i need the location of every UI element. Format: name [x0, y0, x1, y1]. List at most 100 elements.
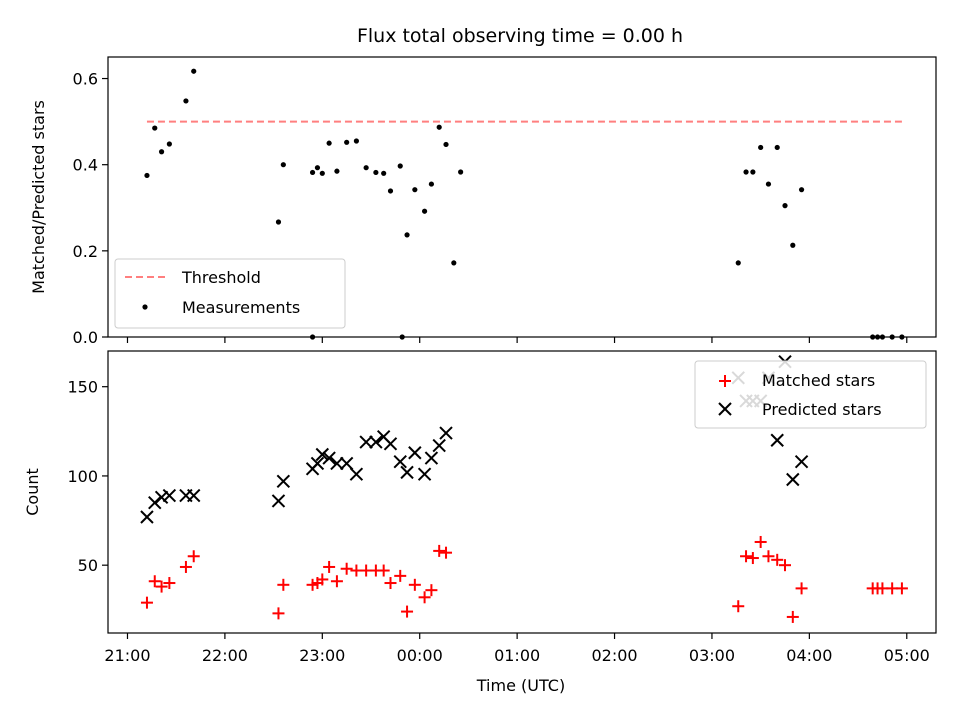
- bottom-plot-area: [140, 355, 908, 623]
- bottom-legend: Matched stars Predicted stars: [694, 360, 927, 429]
- predicted-stars-point: [330, 456, 344, 471]
- predicted-stars-point: [148, 496, 162, 510]
- legend-matched-label: Matched stars: [762, 371, 875, 390]
- matched-stars-point: [425, 584, 438, 597]
- predicted-stars-point: [359, 435, 373, 449]
- predicted-stars-point: [187, 488, 201, 503]
- top-y-ticks: 0.0 0.2 0.4 0.6: [73, 70, 108, 347]
- bottom-y-tick-label: 100: [67, 467, 98, 486]
- measurement-point: [436, 124, 442, 130]
- measurement-point: [326, 140, 332, 146]
- matched-stars-point: [187, 550, 200, 563]
- measurement-point: [404, 232, 410, 238]
- predicted-stars-point: [349, 467, 364, 481]
- top-legend: Threshold Measurements: [114, 258, 346, 329]
- legend-measurements-swatch: [142, 304, 148, 310]
- predicted-stars-point: [400, 465, 414, 480]
- matched-stars-point: [330, 575, 343, 588]
- matched-stars-point: [762, 550, 775, 563]
- top-axes-frame: [107, 56, 937, 338]
- predicted-stars-point: [424, 451, 439, 465]
- matched-stars-point: [394, 569, 407, 582]
- bottom-axes-frame: [107, 350, 937, 634]
- predicted-stars-point: [154, 490, 169, 505]
- matched-stars-point: [408, 578, 421, 591]
- predicted-stars-point: [322, 451, 336, 465]
- predicted-stars-point: [310, 456, 325, 471]
- predicted-stars-point: [439, 426, 453, 440]
- matched-stars-point: [895, 582, 908, 595]
- matched-stars-point: [272, 607, 285, 620]
- measurement-point: [334, 168, 340, 174]
- matched-stars-point: [340, 562, 353, 575]
- measurement-point: [743, 169, 749, 175]
- measurement-point: [412, 187, 418, 193]
- matched-stars-point: [323, 560, 336, 573]
- matched-stars-point: [418, 591, 431, 604]
- matched-stars-point: [401, 605, 414, 618]
- bottom-y-axis-label: Count: [23, 468, 42, 516]
- matched-stars-point: [179, 560, 192, 573]
- measurement-point: [158, 149, 165, 155]
- predicted-stars-point: [315, 447, 330, 462]
- matched-stars-point: [277, 578, 290, 591]
- bottom-y-tick-label: 150: [67, 378, 98, 397]
- chart-title: Flux total observing time = 0.00 h: [357, 25, 683, 47]
- predicted-stars-point: [276, 474, 291, 488]
- measurement-point: [309, 169, 316, 176]
- predicted-stars-point: [339, 456, 354, 471]
- top-legend-box: [114, 258, 346, 329]
- bottom-y-ticks: 50 100 150: [67, 378, 108, 575]
- measurement-point: [443, 141, 449, 148]
- top-y-axis-label: Matched/Predicted stars: [29, 100, 48, 294]
- measurement-point: [397, 163, 403, 169]
- legend-threshold-label: Threshold: [181, 268, 261, 287]
- legend-predicted-swatch: [718, 402, 732, 416]
- measurement-point: [314, 165, 321, 171]
- matched-stars-point: [732, 600, 745, 613]
- predicted-stars-point: [393, 454, 407, 469]
- top-y-tick-label: 0.0: [73, 328, 98, 347]
- measurement-point: [353, 138, 359, 144]
- x-tick-label: 22:00: [202, 646, 248, 665]
- legend-predicted-label: Predicted stars: [762, 400, 882, 419]
- top-plot-area: [144, 68, 905, 340]
- measurement-point: [387, 188, 394, 194]
- measurement-point: [765, 181, 772, 187]
- bottom-y-tick-label: 50: [78, 556, 98, 575]
- matched-stars-point: [746, 552, 759, 565]
- bottom-panel: 50 100 150 21:00 22:00 23:00 00:00 01:00 02:00 0…: [23, 350, 937, 695]
- predicted-stars-point: [140, 510, 154, 524]
- measurement-point: [790, 242, 796, 248]
- predicted-stars-point: [417, 467, 432, 481]
- x-axis-label: Time (UTC): [476, 676, 565, 695]
- predicted-stars-point: [162, 488, 177, 503]
- matched-stars-point: [795, 582, 808, 595]
- bottom-legend-box: [694, 360, 927, 429]
- matched-stars-point: [754, 535, 767, 548]
- x-tick-label: 00:00: [397, 646, 443, 665]
- measurement-point: [798, 187, 805, 193]
- predicted-stars-point: [383, 437, 398, 451]
- top-y-tick-label: 0.6: [73, 70, 98, 89]
- predicted-stars-point: [786, 472, 800, 487]
- predicted-stars-point: [271, 494, 286, 508]
- predicted-stars-point: [408, 446, 422, 460]
- measurement-point: [750, 169, 756, 175]
- matched-stars-point: [163, 577, 176, 590]
- legend-measurements-label: Measurements: [182, 298, 300, 317]
- matched-stars-point: [316, 573, 329, 586]
- measurement-point: [451, 260, 457, 266]
- matched-stars-point: [779, 559, 792, 572]
- measurement-point: [421, 208, 428, 214]
- measurement-point: [191, 68, 197, 74]
- top-x-ticks: [126, 337, 908, 343]
- matched-stars-point: [377, 564, 390, 577]
- measurement-point: [275, 219, 282, 225]
- predicted-stars-point: [794, 454, 809, 469]
- x-tick-label: 03:00: [689, 646, 735, 665]
- measurement-point: [280, 162, 286, 168]
- top-y-tick-label: 0.2: [73, 242, 98, 261]
- matched-stars-point: [433, 544, 446, 557]
